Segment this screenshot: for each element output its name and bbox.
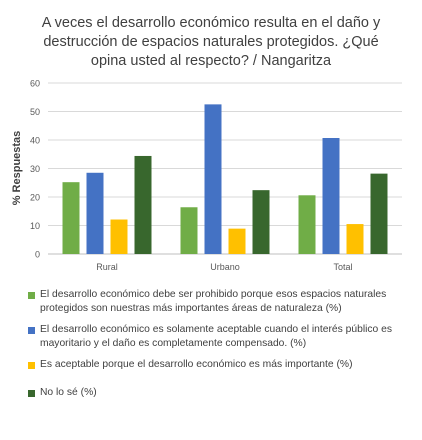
legend-swatch [28, 389, 35, 397]
bar [86, 172, 104, 254]
bar [252, 190, 270, 254]
y-tick-label: 20 [30, 193, 40, 203]
chart-title-line-2: destrucción de espacios naturales proteg… [43, 34, 379, 50]
bar [134, 155, 152, 254]
legend: El desarrollo económico debe ser prohibi… [28, 288, 416, 407]
chart-title-line-3: opina usted al respecto? / Nangaritza [90, 53, 332, 69]
y-tick-label: 50 [30, 107, 40, 117]
chart-title-line-1: A veces el desarrollo económico resulta … [41, 15, 381, 31]
legend-label: El desarrollo económico debe ser prohibi… [40, 289, 387, 314]
bar [370, 173, 388, 254]
bar [62, 182, 80, 254]
y-tick-label: 10 [30, 221, 40, 231]
bar [110, 219, 128, 254]
bar [298, 195, 316, 254]
y-axis-title: % Respuestas [11, 131, 23, 206]
plot-area: 0 10 20 30 40 50 60 Rural Urbano Total % Respuest… [11, 79, 402, 272]
legend-label: Es aceptable porque el desarrollo económ… [40, 359, 353, 370]
legend-swatch [28, 326, 35, 334]
legend-item: No lo sé (%) [28, 386, 416, 400]
bar [322, 138, 340, 254]
x-tick-label: Total [333, 262, 352, 272]
legend-item: Es aceptable porque el desarrollo económ… [28, 358, 416, 372]
bar [180, 207, 198, 254]
x-tick-label: Rural [96, 262, 118, 272]
legend-item: El desarrollo económico es solamente ace… [28, 323, 416, 351]
legend-label: El desarrollo económico es solamente ace… [40, 324, 393, 349]
bar [228, 228, 246, 254]
bar [346, 224, 364, 254]
y-tick-label: 60 [30, 79, 40, 89]
chart-title: A veces el desarrollo económico resulta … [10, 14, 412, 71]
y-tick-label: 0 [35, 250, 40, 260]
legend-item: El desarrollo económico debe ser prohibi… [28, 288, 416, 316]
legend-swatch [28, 361, 35, 369]
y-tick-label: 30 [30, 164, 40, 174]
legend-label: No lo sé (%) [40, 387, 97, 398]
y-tick-label: 40 [30, 136, 40, 146]
x-tick-label: Urbano [210, 262, 240, 272]
bar [204, 104, 222, 254]
legend-swatch [28, 291, 35, 299]
